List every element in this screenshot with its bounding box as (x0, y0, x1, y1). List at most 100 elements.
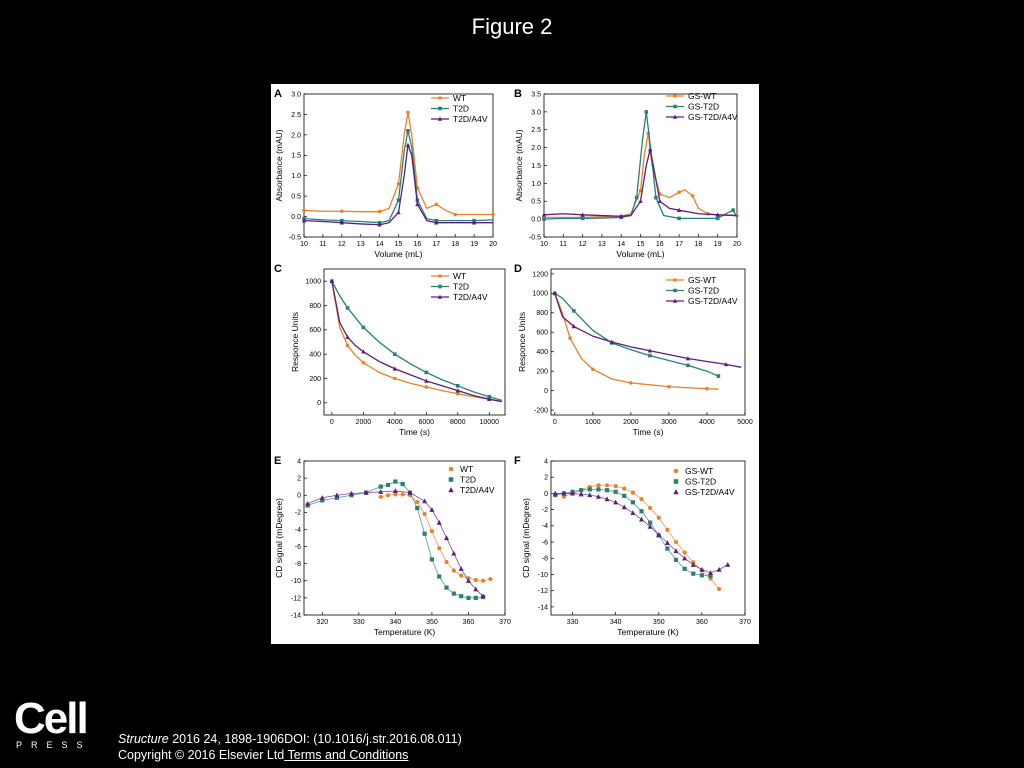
y-tick-label: 800 (536, 310, 548, 317)
x-tick-label: 11 (560, 241, 567, 248)
fit-line (555, 493, 728, 574)
footer: Structure 2016 24, 1898-1906DOI: (10.101… (118, 731, 462, 763)
data-point (455, 388, 460, 393)
data-point (639, 496, 644, 502)
series-gs-wt (561, 483, 722, 592)
data-point (570, 490, 576, 496)
y-tick-label: 2.0 (291, 132, 301, 139)
x-tick-label: 4000 (387, 419, 403, 426)
data-point (699, 573, 704, 578)
legend-item: GS-T2D (666, 102, 719, 112)
figure-svg: 10 11 12 13 14 15 16 17 18 19 20-0.50.00.51.01.52.… (274, 88, 753, 637)
legend-label: GS-T2D (688, 286, 719, 296)
data-point (393, 479, 398, 484)
x-tick-label: 8000 (450, 419, 466, 426)
y-tick-label: 800 (309, 303, 321, 310)
data-point (400, 492, 405, 497)
data-point (725, 562, 731, 567)
data-point (604, 496, 610, 502)
data-point (491, 212, 495, 217)
chart-panel-D: 0 1000 2000 3000 4000 5000 -200 0 200 400 600 800 10… (514, 263, 753, 437)
data-point (656, 532, 662, 537)
data-point (396, 182, 401, 186)
data-point (654, 195, 658, 200)
legend-marker (673, 468, 679, 474)
x-tick-label: 330 (353, 619, 365, 626)
data-point (345, 306, 350, 310)
x-tick-label: 340 (610, 619, 622, 626)
x-tick-label: 20 (489, 241, 497, 248)
plot-frame (550, 268, 746, 416)
fit-line (307, 481, 484, 599)
series-gs-t2d-a4v (552, 290, 742, 368)
data-point (444, 535, 450, 541)
data-point (407, 489, 413, 495)
logo-word: Cell (14, 694, 89, 743)
y-tick-label: -10 (291, 578, 301, 585)
y-tick-label: 600 (536, 330, 548, 337)
data-point (378, 484, 383, 489)
legend-label: T2D/A4V (453, 114, 488, 124)
terms-link[interactable]: Terms and Conditions (284, 748, 409, 762)
x-tick-label: 10000 (480, 419, 500, 426)
legend-marker (673, 288, 677, 293)
data-point (716, 374, 721, 378)
data-point (349, 490, 355, 496)
x-tick-label: 17 (675, 241, 683, 248)
legend-label: T2D (460, 475, 476, 485)
data-point (561, 490, 567, 496)
legend-label: GS-T2D/A4V (688, 296, 738, 306)
data-point (571, 324, 577, 329)
series-wt (378, 492, 493, 583)
data-point (648, 505, 653, 511)
data-point (648, 353, 652, 358)
panel-letter: E (274, 455, 281, 467)
data-point (677, 190, 681, 195)
legend-label: WT (453, 271, 466, 281)
data-point (673, 557, 679, 562)
legend-label: GS-WT (688, 91, 716, 101)
citation-details: 2016 24, 1898-1906DOI: (10.1016/j.str.20… (168, 732, 462, 746)
y-tick-label: -4 (542, 523, 548, 530)
series-gs-wt (553, 291, 719, 391)
data-point (644, 110, 649, 114)
data-point (647, 523, 653, 529)
data-point (378, 494, 383, 500)
x-tick-label: 4000 (699, 419, 715, 426)
legend-marker (437, 294, 443, 299)
data-point (434, 220, 439, 225)
cell-press-logo: Cell PRESS (14, 694, 89, 752)
data-point (377, 222, 382, 227)
data-point (487, 394, 492, 399)
data-point (471, 220, 477, 225)
legend-label: GS-T2D/A4V (685, 487, 735, 497)
y-tick-label: -8 (295, 561, 301, 568)
y-tick-label: -200 (534, 408, 548, 415)
data-point (437, 574, 442, 579)
data-point (455, 384, 460, 388)
page-title: Figure 2 (471, 14, 553, 39)
legend-marker (673, 489, 679, 495)
data-point (596, 483, 601, 488)
legend-item: T2D (431, 282, 469, 292)
citation-journal: Structure (118, 732, 169, 746)
data-point (604, 483, 610, 488)
y-tick-label: -0.5 (289, 234, 301, 241)
panel-letter: F (514, 455, 521, 467)
data-point (664, 540, 670, 545)
data-point (434, 202, 439, 207)
data-point (723, 361, 729, 367)
legend-label: GS-T2D (688, 102, 719, 112)
legend-label: WT (460, 464, 473, 474)
data-point (473, 577, 478, 583)
x-tick-label: 12 (338, 241, 346, 248)
data-point (392, 366, 398, 371)
data-point (393, 352, 397, 356)
x-tick-label: 360 (463, 619, 475, 626)
data-point (717, 586, 722, 592)
legend-marker (672, 114, 678, 119)
data-point (424, 370, 429, 375)
data-point (334, 495, 339, 500)
legend-marker (673, 479, 679, 484)
series-gs-wt (542, 131, 739, 220)
